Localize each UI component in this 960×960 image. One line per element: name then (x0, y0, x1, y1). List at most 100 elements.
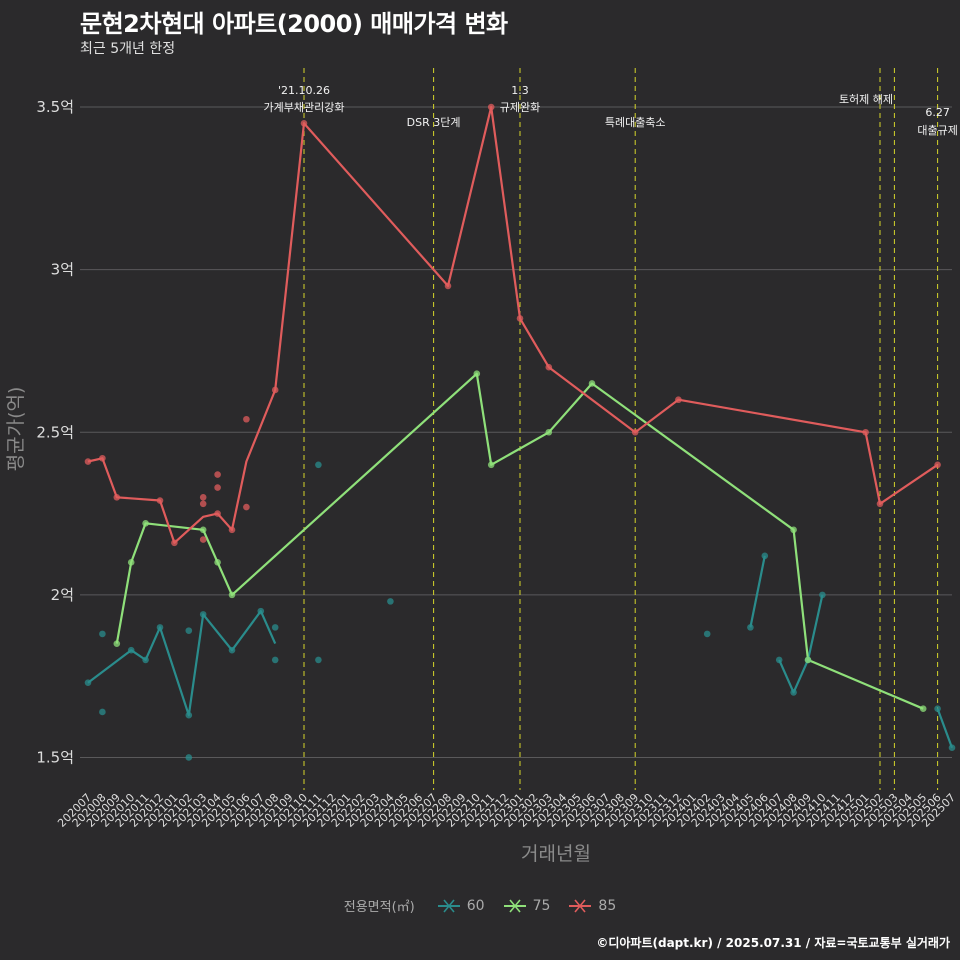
y-tick-label: 3.5억 (36, 98, 74, 116)
event-label: 가계부채관리강화 (264, 101, 345, 114)
legend-swatch (503, 898, 526, 913)
data-point-60 (948, 744, 956, 752)
data-point-60 (271, 624, 279, 631)
data-point-60 (99, 708, 106, 716)
grid-layer (80, 106, 952, 758)
chart-subtitle: 최근 5개년 한정 (80, 41, 176, 57)
data-point-60 (228, 646, 236, 654)
data-point-75 (804, 656, 812, 664)
event-label: 규제완화 (500, 101, 540, 114)
y-tick-label: 2.5억 (36, 423, 74, 441)
data-point-60 (790, 689, 797, 696)
data-point-75 (919, 705, 927, 712)
event-label: DSR 3단계 (407, 116, 461, 129)
data-point-85 (934, 461, 941, 469)
y-tick-label: 1.5억 (36, 748, 74, 766)
point-layer (84, 103, 956, 761)
data-point-75 (487, 461, 495, 469)
data-point-75 (113, 640, 121, 647)
data-point-85 (214, 484, 221, 491)
data-point-60 (99, 630, 106, 638)
data-point-85 (228, 526, 236, 534)
data-point-75 (790, 526, 797, 534)
legend: 전용면적(㎡) 60 75 85 (0, 896, 960, 916)
legend-label: 60 (466, 897, 485, 914)
data-point-60 (271, 656, 279, 664)
data-point-85 (171, 539, 178, 547)
data-point-60 (185, 754, 193, 761)
data-point-85 (862, 428, 869, 436)
data-point-75 (127, 559, 135, 566)
data-point-75 (545, 428, 553, 436)
legend-item-85: 85 (568, 898, 616, 914)
data-point-85 (214, 471, 221, 478)
event-label: 대출규제 (917, 124, 957, 137)
data-point-85 (631, 428, 639, 436)
data-point-85 (243, 503, 250, 511)
data-point-60 (315, 656, 322, 664)
legend-label: 75 (532, 897, 551, 914)
data-point-85 (675, 396, 682, 404)
x-axis-title: 거래년월 (521, 843, 591, 865)
data-point-60 (84, 679, 92, 686)
data-point-85 (214, 510, 221, 517)
data-point-85 (84, 458, 92, 465)
data-point-85 (444, 282, 452, 290)
legend-title: 전용면적(㎡) (343, 900, 415, 915)
data-point-60 (257, 607, 265, 615)
data-point-60 (387, 598, 394, 605)
data-point-85 (487, 103, 495, 111)
series-line-85 (87, 105, 939, 544)
data-point-60 (185, 627, 193, 634)
data-point-85 (516, 315, 524, 322)
legend-swatch (569, 898, 592, 913)
event-label: 6.27 (925, 106, 950, 119)
data-point-60 (819, 591, 826, 599)
event-label: 토허제 해제 (839, 92, 893, 106)
data-point-75 (142, 520, 149, 527)
data-point-85 (113, 493, 121, 501)
data-point-85 (99, 454, 106, 462)
data-point-75 (214, 559, 221, 566)
data-point-60 (747, 624, 754, 631)
data-point-75 (473, 370, 481, 378)
series-line-60 (936, 708, 954, 749)
series-line-75 (115, 372, 924, 710)
axis-layer: 1.5억2억2.5억3억3.5억202007202008202009202010… (5, 98, 958, 865)
data-point-85 (300, 119, 308, 127)
y-axis-title: 평균가(억) (5, 387, 27, 472)
data-point-60 (127, 646, 135, 654)
y-tick-label: 3억 (51, 261, 74, 279)
data-point-75 (588, 380, 596, 387)
data-point-60 (315, 461, 322, 469)
legend-swatch (437, 898, 460, 913)
data-point-60 (934, 705, 941, 712)
data-point-85 (271, 386, 279, 394)
series-line-60 (778, 594, 824, 694)
data-point-60 (156, 624, 164, 631)
data-point-75 (199, 526, 207, 534)
data-point-75 (228, 591, 236, 599)
event-label: 1.3 (511, 84, 529, 97)
data-point-85 (876, 500, 884, 508)
event-label: '21.10.26 (278, 84, 330, 97)
y-tick-label: 2억 (51, 586, 74, 604)
legend-item-60: 60 (437, 898, 485, 914)
data-point-60 (703, 630, 711, 638)
data-point-85 (199, 500, 207, 508)
data-point-85 (156, 497, 164, 504)
legend-label: 85 (598, 897, 617, 914)
source-caption: ©디아파트(dapt.kr) / 2025.07.31 / 자료=국토교통부 실… (596, 936, 950, 950)
event-label: 특례대출축소 (605, 116, 666, 129)
data-point-60 (775, 656, 783, 664)
legend-item-75: 75 (503, 897, 551, 914)
data-point-60 (761, 552, 769, 560)
data-point-85 (545, 363, 553, 371)
data-point-85 (199, 536, 207, 543)
series-line-60 (87, 610, 277, 717)
data-point-85 (243, 415, 250, 423)
series-line-60 (749, 555, 766, 628)
data-point-85 (199, 493, 207, 501)
